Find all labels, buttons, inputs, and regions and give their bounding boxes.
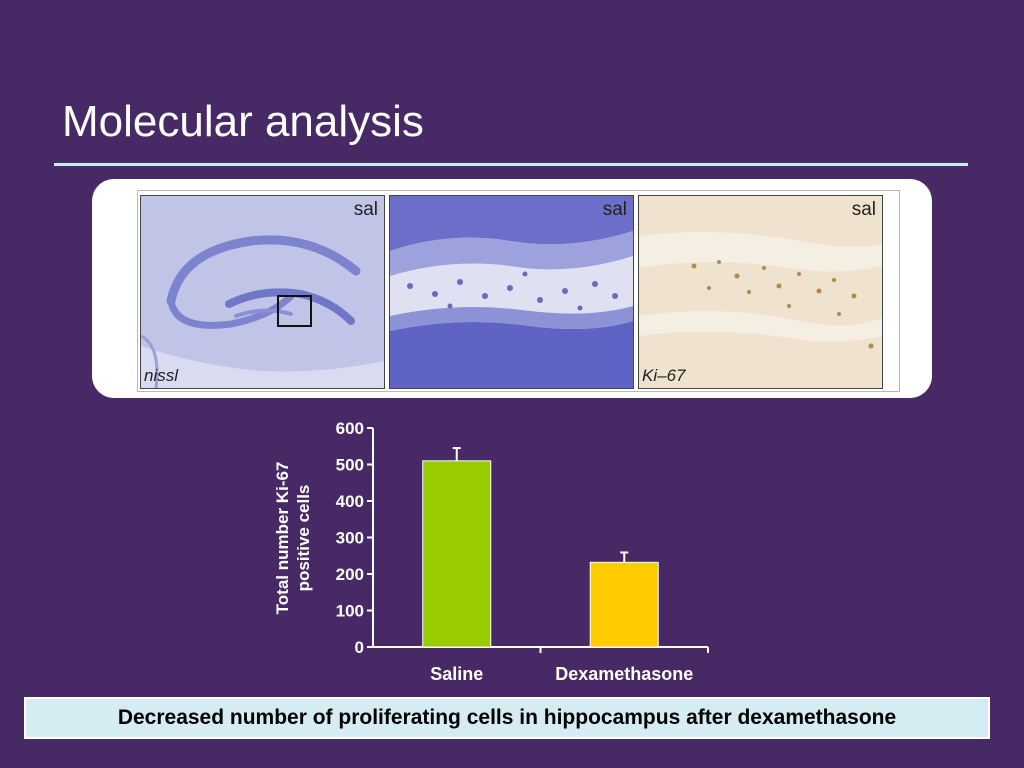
micrograph-frame: sal nissl sal [137, 190, 900, 392]
y-tick-label: 100 [336, 602, 364, 621]
panel-stain-label: Ki–67 [642, 366, 686, 385]
x-tick-label: Saline [430, 664, 483, 684]
y-tick-label: 500 [336, 456, 364, 475]
caption-text: Decreased number of proliferating cells … [117, 706, 897, 729]
micrograph-nissl-overview: sal nissl [140, 195, 385, 389]
slide-title: Molecular analysis [62, 97, 424, 146]
y-tick-label: 400 [336, 492, 364, 511]
micrograph-card: sal nissl sal [92, 179, 932, 398]
y-tick-label: 200 [336, 565, 364, 584]
micrograph-nissl-closeup: sal [389, 195, 634, 389]
micrograph-ki67: sal Ki–67 [638, 195, 883, 389]
y-tick-label: 300 [336, 529, 364, 548]
title-divider [54, 163, 968, 166]
y-axis-label: Total number Ki-67 positive cells [273, 462, 313, 615]
caption-box: Decreased number of proliferating cells … [24, 697, 990, 739]
y-axis-label-line: positive cells [294, 485, 313, 592]
panel-condition-label: sal [353, 199, 378, 220]
x-tick-label: Dexamethasone [555, 664, 693, 684]
panel-condition-label: sal [602, 199, 627, 220]
y-tick-label: 0 [355, 638, 364, 657]
bar-saline [422, 460, 492, 648]
ki67-bar-chart: 0 100 200 300 400 500 600 Saline Dexamethasone To… [273, 419, 709, 684]
y-axis-label-line: Total number Ki-67 [273, 462, 292, 615]
panel-stain-label: nissl [144, 366, 179, 385]
panel-condition-label: sal [851, 199, 876, 220]
bar-dexamethasone [589, 561, 659, 648]
y-tick-label: 600 [336, 419, 364, 438]
